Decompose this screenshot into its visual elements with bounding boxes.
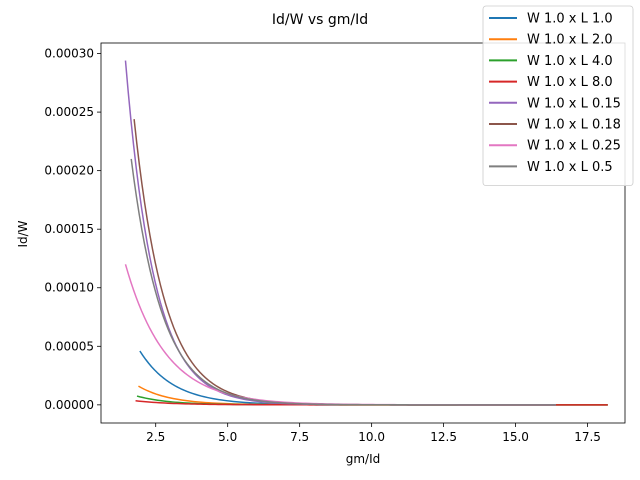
legend-entry: W 1.0 x L 0.18 <box>527 118 621 133</box>
x-tick-label: 10.0 <box>358 430 385 444</box>
legend-entry: W 1.0 x L 0.5 <box>527 160 613 175</box>
x-axis-label: gm/Id <box>346 452 381 466</box>
chart-title: Id/W vs gm/Id <box>272 12 368 28</box>
legend-entry: W 1.0 x L 8.0 <box>527 75 613 90</box>
x-tick-label: 15.0 <box>502 430 529 444</box>
y-tick-label: 0.00025 <box>44 105 94 119</box>
x-tick-label: 12.5 <box>430 430 457 444</box>
legend-entry: W 1.0 x L 1.0 <box>527 12 613 27</box>
x-tick-label: 17.5 <box>574 430 601 444</box>
x-tick-label: 5.0 <box>218 430 237 444</box>
y-tick-label: 0.00020 <box>44 164 94 178</box>
y-tick-label: 0.00030 <box>44 47 94 61</box>
y-axis-label: Id/W <box>16 220 30 247</box>
axes-layer: 2.5 5.0 7.5 10.0 12.5 15.0 17.5 0.00000 0.00005 0… <box>44 42 626 444</box>
y-tick-label: 0.00010 <box>44 281 94 295</box>
legend-entry: W 1.0 x L 4.0 <box>527 54 613 69</box>
series-layer <box>124 60 608 406</box>
legend-entry: W 1.0 x L 0.15 <box>527 96 621 111</box>
axes-frame <box>100 42 626 424</box>
series-line-7 <box>130 158 556 406</box>
x-tick-label: 2.5 <box>146 430 165 444</box>
y-tick-label: 0.00015 <box>44 222 94 236</box>
legend-entry: W 1.0 x L 2.0 <box>527 33 613 48</box>
y-tick-label: 0.00000 <box>44 398 94 412</box>
x-tick-label: 7.5 <box>290 430 309 444</box>
y-tick-label: 0.00005 <box>44 339 94 353</box>
legend-frame <box>482 5 634 187</box>
legend-entry: W 1.0 x L 0.25 <box>527 139 621 154</box>
legend: W 1.0 x L 1.0 W 1.0 x L 2.0 W 1.0 x L 4.0 W… <box>482 5 634 187</box>
